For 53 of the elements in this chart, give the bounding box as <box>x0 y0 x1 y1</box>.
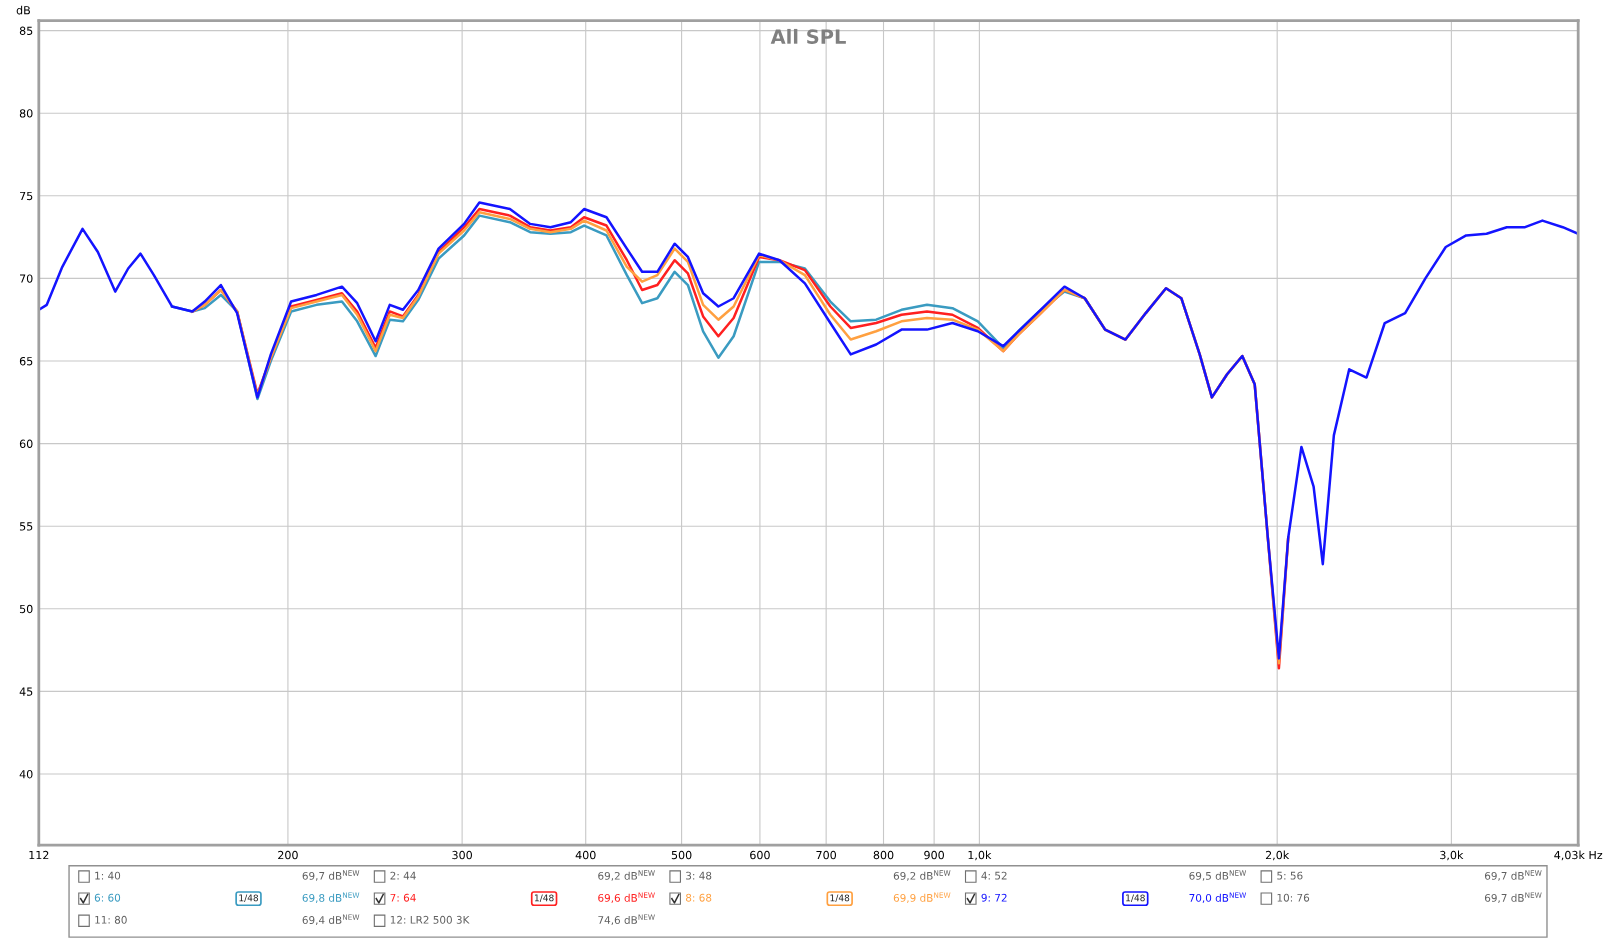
x-tick-label: 800 <box>873 850 894 860</box>
x-tick-label: 900 <box>924 850 944 860</box>
text: 4: 52 <box>981 871 1007 880</box>
x-tick-label: 112 <box>29 850 49 860</box>
text: 69,7 dB$^{NEW}$ <box>302 870 360 881</box>
y-tick-label: 65 <box>19 356 33 366</box>
text: 69,8 dB$^{NEW}$ <box>302 892 360 903</box>
text: 69,6 dB$^{NEW}$ <box>598 892 655 903</box>
y-tick-label: 55 <box>19 522 33 531</box>
text: 6: 60 <box>94 893 121 902</box>
x-tick-label: 4,03k Hz <box>1554 850 1603 861</box>
y-tick-label: 45 <box>19 687 33 696</box>
text: 69,2 dB$^{NEW}$ <box>893 870 951 881</box>
text: 2: 44 <box>390 871 416 880</box>
text: 3: 48 <box>686 871 712 880</box>
x-tick-label: 700 <box>816 850 837 860</box>
x-tick-label: 600 <box>750 850 770 860</box>
text: 69,7 dB$^{NEW}$ <box>1484 892 1542 903</box>
y-tick-label: 60 <box>19 439 33 448</box>
text: 8: 68 <box>685 893 712 902</box>
text: 1/48 <box>239 894 259 902</box>
text: 10: 76 <box>1277 893 1310 902</box>
x-tick-label: 3,0k <box>1440 850 1464 861</box>
text: 70,0 dB$^{NEW}$ <box>1189 892 1247 903</box>
text: 5: 56 <box>1277 871 1303 880</box>
x-tick-label: 300 <box>452 850 472 860</box>
x-tick-label: 200 <box>278 850 298 860</box>
text: 69,2 dB$^{NEW}$ <box>598 870 655 881</box>
x-tick-label: 1,0k <box>968 850 992 861</box>
text: 1/48 <box>534 894 554 902</box>
text: 69,4 dB$^{NEW}$ <box>302 914 360 926</box>
text: 69,7 dB$^{NEW}$ <box>1484 870 1542 881</box>
text: 69,5 dB$^{NEW}$ <box>1189 870 1247 881</box>
text: 74,6 dB$^{NEW}$ <box>598 914 655 926</box>
text: 1: 40 <box>95 871 121 880</box>
y-tick-label: 70 <box>20 274 33 283</box>
y-tick-label: 40 <box>19 770 33 779</box>
x-tick-label: 2,0k <box>1265 850 1290 861</box>
x-tick-label: 500 <box>671 850 692 860</box>
text: 9: 72 <box>981 893 1007 902</box>
x-tick-label: 400 <box>575 850 596 860</box>
text: 7: 64 <box>390 893 416 902</box>
text: 1/48 <box>830 894 850 902</box>
text: 1/48 <box>1126 894 1145 902</box>
y-tick-label: 75 <box>20 191 33 201</box>
text: 12: LR2 500 3K <box>390 915 470 924</box>
y-axis-title: dB <box>16 5 30 15</box>
y-tick-label: 50 <box>19 604 33 614</box>
text: 11: 80 <box>95 915 127 924</box>
y-tick-label: 85 <box>19 26 33 35</box>
y-tick-label: 80 <box>19 109 33 118</box>
chart-title: All SPL <box>770 28 846 44</box>
text: 69,9 dB$^{NEW}$ <box>893 892 951 903</box>
